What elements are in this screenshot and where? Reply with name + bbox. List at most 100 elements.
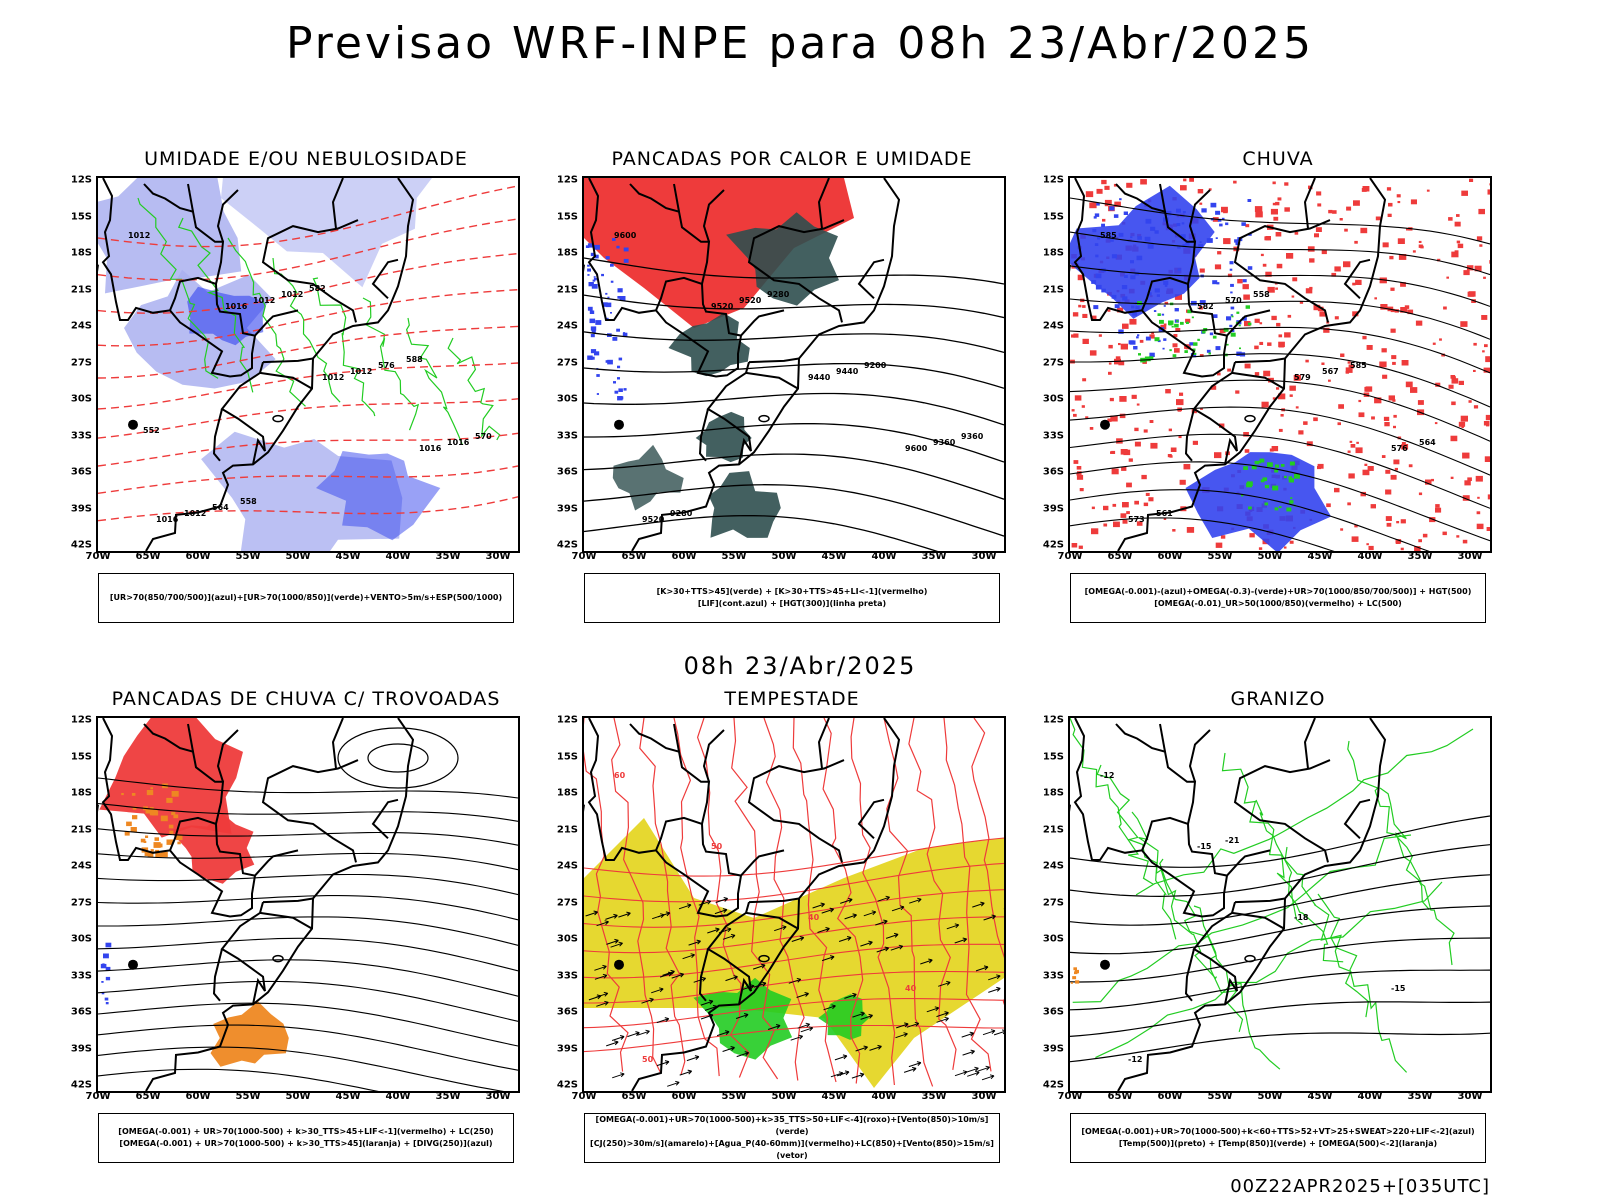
chuva-vermelho: [1262, 263, 1267, 267]
chuva-azul: [1212, 280, 1218, 285]
legend-line: [UR>70(850/700/500)](azul)+[UR>70(1000/8…: [109, 593, 503, 602]
border-line: [1184, 408, 1195, 462]
latitude-tick-label: 33S: [556, 970, 578, 981]
vento850-vetor: [627, 1031, 640, 1038]
chuva-vermelho: [1126, 482, 1132, 488]
lif-azul: [622, 332, 628, 337]
chuva-vermelho: [1098, 334, 1102, 337]
border-line: [673, 183, 680, 212]
contour-label: 9440: [808, 373, 831, 382]
chuva-azul: [1210, 202, 1217, 208]
chuva-azul: [1145, 336, 1151, 341]
map-frame: [96, 716, 520, 1093]
forecast-map: 9600952094409600952095209440936092809280…: [584, 178, 1004, 551]
vento850-vetor: [936, 1011, 949, 1018]
chuva-azul: [1162, 347, 1165, 350]
lif-azul: [601, 273, 604, 277]
hgt500-contour: [1070, 231, 1490, 276]
latitude-tick-label: 18S: [556, 247, 578, 259]
vento850-vetor: [678, 903, 692, 910]
chuva-vermelho: [1249, 533, 1255, 538]
chuva-vermelho: [1482, 350, 1485, 353]
trovoadas-laranja: [169, 825, 173, 828]
chuva-azul: [1177, 268, 1181, 272]
chuva-vermelho: [1334, 316, 1339, 320]
chuva-verde: [1289, 461, 1295, 466]
chuva-vermelho: [1374, 297, 1377, 300]
chuva-vermelho: [1386, 187, 1392, 191]
chuva-azul: [1247, 266, 1253, 270]
vento850-vetor: [920, 958, 933, 965]
border-line: [371, 798, 399, 840]
vento850-vetor: [722, 933, 736, 940]
agua-p-vermelho-contour: [822, 718, 864, 1084]
latitude-tick-label: 24S: [70, 860, 92, 872]
vento850-vetor: [817, 927, 830, 933]
chuva-vermelho: [1073, 333, 1079, 338]
chuva-azul: [1209, 332, 1214, 336]
chuva-vermelho: [1478, 208, 1485, 215]
chuva-verde: [1236, 311, 1240, 314]
chuva-vermelho: [1462, 452, 1470, 459]
chuva-vermelho: [1293, 375, 1301, 381]
chuva-vermelho: [1392, 399, 1396, 402]
lif-azul: [605, 292, 608, 295]
chuva-vermelho: [1129, 318, 1137, 325]
chuva-vermelho: [1479, 244, 1483, 247]
lif-azul: [617, 365, 621, 369]
border-line: [261, 759, 359, 863]
field-layer: -12 -15 -18 -15 -12 -21: [1070, 718, 1490, 1073]
contour-label: 1012: [253, 296, 275, 305]
chuva-azul: [1130, 236, 1133, 239]
chuva-vermelho: [1390, 287, 1395, 291]
lc250-streamline: [98, 1068, 379, 1091]
border-line: [1234, 357, 1286, 364]
coastline: [1117, 718, 1387, 1091]
chuva-azul: [1123, 211, 1128, 215]
chuva-vermelho: [1082, 305, 1086, 308]
chuva-vermelho: [1417, 400, 1424, 405]
chuva-vermelho: [1418, 539, 1422, 543]
chuva-azul: [1135, 305, 1140, 310]
trovoadas-laranja: [121, 793, 124, 796]
lif-azul: [607, 296, 610, 299]
chuva-vermelho: [1115, 356, 1121, 360]
chuva-verde: [1247, 481, 1253, 486]
chuva-verde: [1238, 324, 1241, 327]
vento850-vetor: [812, 902, 825, 909]
lc250-streamline: [98, 937, 518, 972]
panel-legend: [OMEGA(-0.001)-(azul)+OMEGA(-0.3)-(verde…: [1070, 573, 1486, 623]
chuva-vermelho: [1183, 178, 1187, 182]
chuva-vermelho: [1434, 422, 1438, 425]
lake: [1100, 959, 1110, 970]
chuva-vermelho: [1394, 467, 1398, 471]
longitude-tick-label: 35W: [921, 551, 947, 562]
lc250-streamline: [98, 802, 518, 822]
panel-pancadas-trovoadas: PANCADAS DE CHUVA C/ TROVOADAS 12S 15S 18S 2…: [36, 688, 520, 1178]
chuva-vermelho: [1111, 468, 1119, 475]
chuva-vermelho: [1313, 304, 1321, 311]
trovoadas-laranja: [145, 809, 151, 814]
border-line: [169, 823, 257, 918]
chuva-vermelho: [1141, 474, 1147, 480]
latitude-tick-label: 42S: [70, 539, 92, 551]
chuva-vermelho: [1362, 335, 1367, 340]
lake: [128, 419, 138, 430]
chuva-vermelho: [1418, 240, 1422, 243]
lake: [1100, 419, 1110, 430]
latitude-tick-label: 30S: [70, 933, 92, 945]
chuva-verde: [1159, 319, 1164, 324]
chuva-vermelho: [1412, 250, 1416, 253]
longitude-tick-label: 50W: [1257, 1091, 1283, 1102]
chuva-vermelho: [1313, 417, 1318, 422]
chuva-vermelho: [1489, 260, 1490, 264]
border-line: [817, 718, 830, 769]
chuva-vermelho: [1168, 428, 1172, 432]
ur-azul-area: [221, 178, 432, 288]
chuva-vermelho: [1321, 249, 1327, 255]
vento850-vetor: [657, 911, 671, 918]
chuva-vermelho: [1267, 342, 1272, 346]
chuva-vermelho: [1451, 401, 1456, 406]
longitude-axis: 70W 65W 60W 55W 50W 45W 40W 35W 30W: [1058, 551, 1492, 565]
contour-label: 1012: [350, 367, 372, 376]
